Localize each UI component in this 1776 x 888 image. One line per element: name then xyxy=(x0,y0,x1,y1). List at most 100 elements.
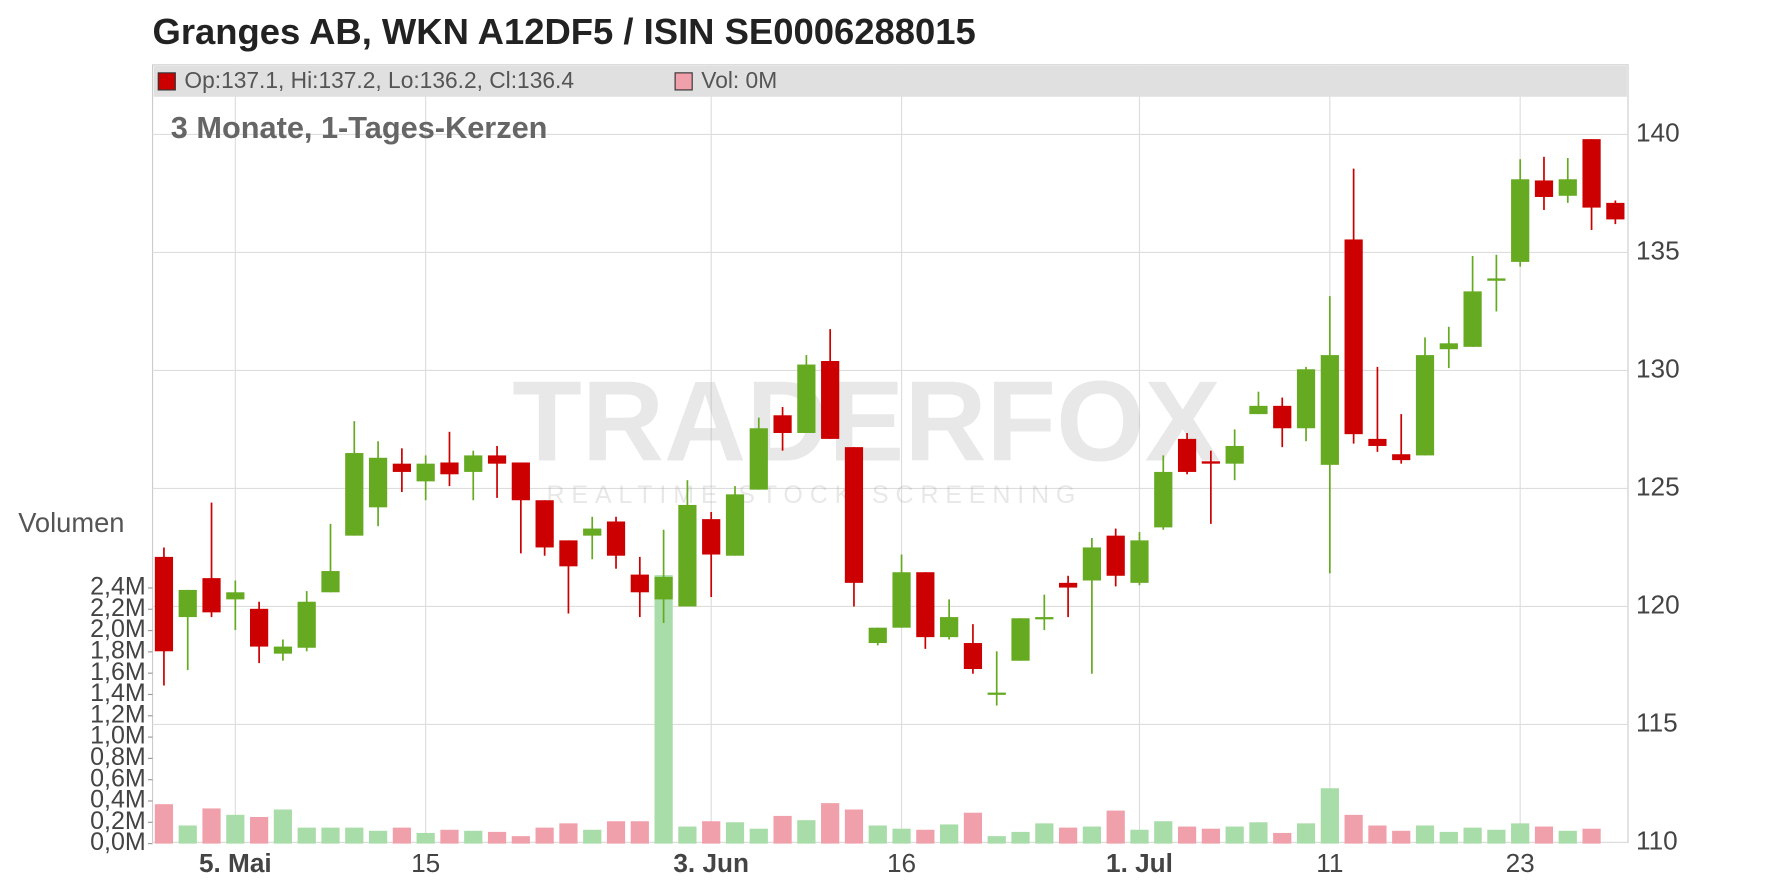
volume-bar xyxy=(940,824,959,844)
volume-bar xyxy=(1106,810,1125,844)
candle-body xyxy=(1415,355,1435,456)
volume-bar xyxy=(297,827,316,844)
volume-bar xyxy=(416,832,435,844)
volume-bar xyxy=(630,821,649,844)
candle-body xyxy=(773,415,792,433)
volume-bar xyxy=(702,821,721,844)
volume-bar xyxy=(321,827,340,844)
candle-body xyxy=(297,601,316,648)
chart-title: Granges AB, WKN A12DF5 / ISIN SE00062880… xyxy=(153,11,976,52)
x-tick-label: 23 xyxy=(1506,848,1535,878)
legend-swatch xyxy=(157,72,176,91)
candle-body xyxy=(1035,617,1054,620)
candle-body xyxy=(1273,405,1292,429)
candle-body xyxy=(1558,179,1577,196)
candle-body xyxy=(702,519,721,555)
candle-body xyxy=(368,457,388,508)
candle-body xyxy=(916,572,935,638)
candle-body xyxy=(1368,438,1387,446)
y-tick-label: 130 xyxy=(1636,353,1680,383)
volume-bar xyxy=(559,823,578,844)
volume-bar xyxy=(749,828,768,844)
watermark: TRADERFOX REALTIME STOCK SCREENING xyxy=(512,358,1220,509)
volume-bar xyxy=(1225,826,1244,844)
volume-bar xyxy=(892,828,911,844)
volume-tick-label: 0,0M xyxy=(90,828,146,856)
candle-body xyxy=(797,364,816,433)
candle-body xyxy=(1320,355,1339,465)
candle-body xyxy=(654,576,673,600)
volume-tick-label: 0,2M xyxy=(90,807,146,835)
candle-body xyxy=(321,571,340,593)
candle-body xyxy=(535,500,554,548)
candle-body xyxy=(963,643,983,669)
volume-bar xyxy=(1534,826,1554,844)
candle-body xyxy=(1582,139,1601,208)
candle-body xyxy=(940,617,959,638)
candle-body xyxy=(464,455,483,472)
volume-bar xyxy=(154,804,174,844)
candle-body xyxy=(1106,535,1125,576)
volume-bar xyxy=(1058,827,1078,844)
volume-bar xyxy=(987,836,1006,844)
candle-body xyxy=(440,462,459,475)
x-tick-label: 1. Jul xyxy=(1106,848,1173,878)
y-tick-label: 140 xyxy=(1636,117,1680,147)
volume-bar xyxy=(678,826,697,844)
volume-bar xyxy=(1511,823,1530,844)
candle-body xyxy=(1534,180,1554,197)
legend-text: Op:137.1, Hi:137.2, Lo:136.2, Cl:136.4 xyxy=(184,67,574,93)
candle-body xyxy=(1225,445,1244,464)
x-tick-label: 11 xyxy=(1316,848,1343,878)
volume-bar xyxy=(963,812,983,844)
candle-body xyxy=(606,521,626,556)
candle-body xyxy=(844,447,864,583)
volume-bar xyxy=(868,825,887,844)
y-tick-label: 120 xyxy=(1636,589,1680,619)
watermark-tagline: REALTIME STOCK SCREENING xyxy=(546,481,1082,509)
volume-bar xyxy=(797,820,816,844)
candle-body xyxy=(1606,202,1625,220)
volume-tick-label: 0,8M xyxy=(90,743,146,771)
candle-body xyxy=(1177,438,1197,472)
volume-bar xyxy=(583,829,602,844)
volume-bar xyxy=(1344,814,1363,844)
candle-body xyxy=(416,463,435,482)
candle-body xyxy=(1463,291,1482,347)
volume-bar xyxy=(535,827,554,844)
subtitle: 3 Monate, 1-Tages-Kerzen xyxy=(171,110,548,145)
volume-bar xyxy=(273,809,293,844)
candle-body xyxy=(511,462,530,501)
volume-bar xyxy=(821,803,840,844)
candle-body xyxy=(583,528,602,536)
volume-bar xyxy=(392,827,411,844)
candle-body xyxy=(250,608,269,647)
candle-body xyxy=(1487,278,1506,281)
candle-body xyxy=(1344,239,1363,435)
volume-bar xyxy=(725,822,745,844)
candle-body xyxy=(392,463,411,472)
volume-tick-label: 2,2M xyxy=(90,594,146,622)
volume-bar xyxy=(464,830,483,844)
volume-bar xyxy=(250,816,269,844)
volume-tick-label: 2,4M xyxy=(90,573,146,601)
candle-body xyxy=(154,556,174,652)
volume-bar xyxy=(773,815,792,844)
volume-bar xyxy=(202,808,221,844)
legend-swatch xyxy=(674,72,693,91)
volume-bar xyxy=(844,809,864,844)
x-tick-label: 3. Jun xyxy=(673,848,749,878)
candle-body xyxy=(821,361,840,439)
plot-area xyxy=(151,64,1629,844)
volume-bar xyxy=(1011,831,1030,844)
volume-bar xyxy=(1249,822,1268,844)
volume-bar xyxy=(916,829,935,844)
y-tick-label: 110 xyxy=(1636,825,1678,855)
x-tick-label: 5. Mai xyxy=(199,848,272,878)
y-tick-label: 135 xyxy=(1636,235,1680,265)
volume-bar xyxy=(1463,827,1482,844)
volume-tick-label: 1,6M xyxy=(90,658,146,686)
candle-body xyxy=(1154,471,1173,528)
volume-bar xyxy=(654,575,673,844)
volume-tick-label: 1,4M xyxy=(90,679,146,707)
